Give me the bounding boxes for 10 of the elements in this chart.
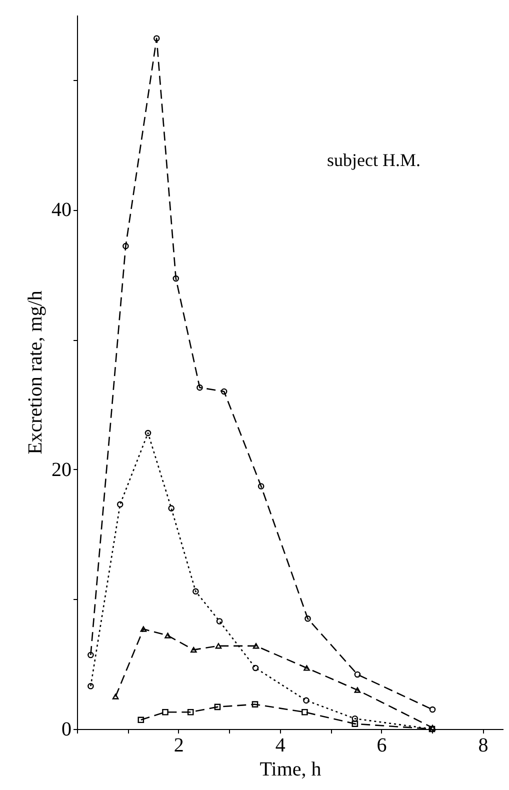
y-tick-label: 0 <box>62 718 72 740</box>
annotation: subject H.M. <box>327 150 420 170</box>
y-axis-title: Excretion rate, mg/h <box>24 290 46 454</box>
x-axis-title: Time, h <box>260 758 322 780</box>
x-tick-label: 6 <box>376 734 387 756</box>
x-tick-label: 2 <box>174 734 184 756</box>
y-tick-label: 20 <box>52 458 72 481</box>
x-tick-label: 4 <box>275 734 286 756</box>
y-tick-label: 40 <box>52 199 72 222</box>
x-tick-label: 8 <box>478 734 488 756</box>
